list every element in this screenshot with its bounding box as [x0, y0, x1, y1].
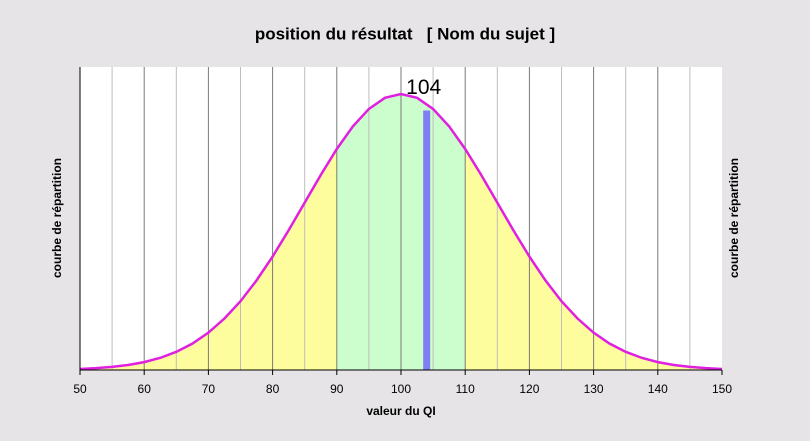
- x-tick-label: 140: [648, 382, 668, 396]
- y-axis-label: courbe de répartition: [50, 158, 64, 278]
- result-label: 104: [406, 76, 441, 99]
- x-tick-label: 50: [73, 382, 87, 396]
- chart-title: position du résultat [ Nom du sujet ]: [255, 24, 555, 43]
- curve: [79, 92, 723, 371]
- x-tick-label: 120: [519, 382, 539, 396]
- x-tick-label: 90: [330, 382, 344, 396]
- x-tick-label: 70: [202, 382, 216, 396]
- x-axis-label: valeur du QI: [366, 404, 435, 418]
- x-tick-label: 130: [584, 382, 604, 396]
- result-bar: [423, 110, 431, 370]
- x-tick-label: 150: [712, 382, 732, 396]
- x-tick-label: 60: [138, 382, 152, 396]
- y2-axis-label: courbe de répartition: [727, 158, 741, 278]
- x-tick-label: 80: [266, 382, 280, 396]
- x-tick-label: 100: [391, 382, 411, 396]
- x-tick-label: 110: [456, 382, 475, 396]
